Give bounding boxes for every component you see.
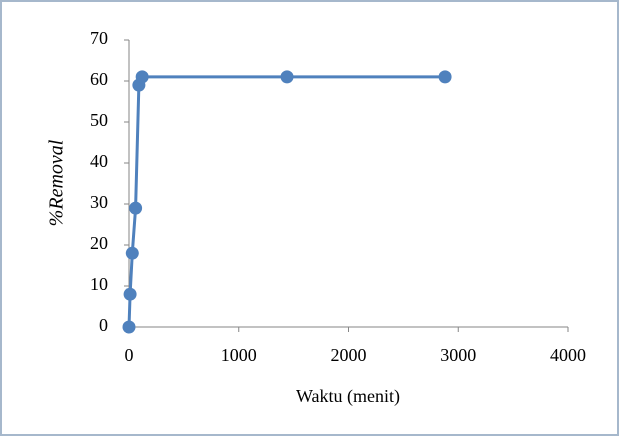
point bbox=[122, 320, 136, 334]
y-tick-label: 50 bbox=[90, 110, 108, 130]
y-tick-label: 20 bbox=[90, 233, 108, 253]
y-tick-label: 40 bbox=[90, 151, 108, 171]
y-tick-label: 10 bbox=[90, 274, 108, 294]
point bbox=[125, 246, 139, 260]
y-tick-label: 70 bbox=[90, 28, 108, 48]
point bbox=[280, 70, 294, 84]
y-axis-label: %Removal bbox=[46, 139, 68, 226]
x-axis-label: Waktu (menit) bbox=[296, 386, 400, 407]
point bbox=[129, 201, 143, 215]
x-tick-label: 0 bbox=[125, 345, 134, 365]
x-tick-label: 4000 bbox=[550, 345, 586, 365]
point bbox=[135, 70, 149, 84]
x-tick-label: 2000 bbox=[331, 345, 367, 365]
series-line bbox=[127, 75, 446, 328]
point bbox=[438, 70, 452, 84]
point bbox=[123, 287, 137, 301]
x-tick-label: 3000 bbox=[440, 345, 476, 365]
y-tick-label: 60 bbox=[90, 69, 108, 89]
x-tick-label: 1000 bbox=[221, 345, 257, 365]
y-tick-label: 30 bbox=[90, 192, 108, 212]
y-tick-label: 0 bbox=[99, 315, 108, 335]
